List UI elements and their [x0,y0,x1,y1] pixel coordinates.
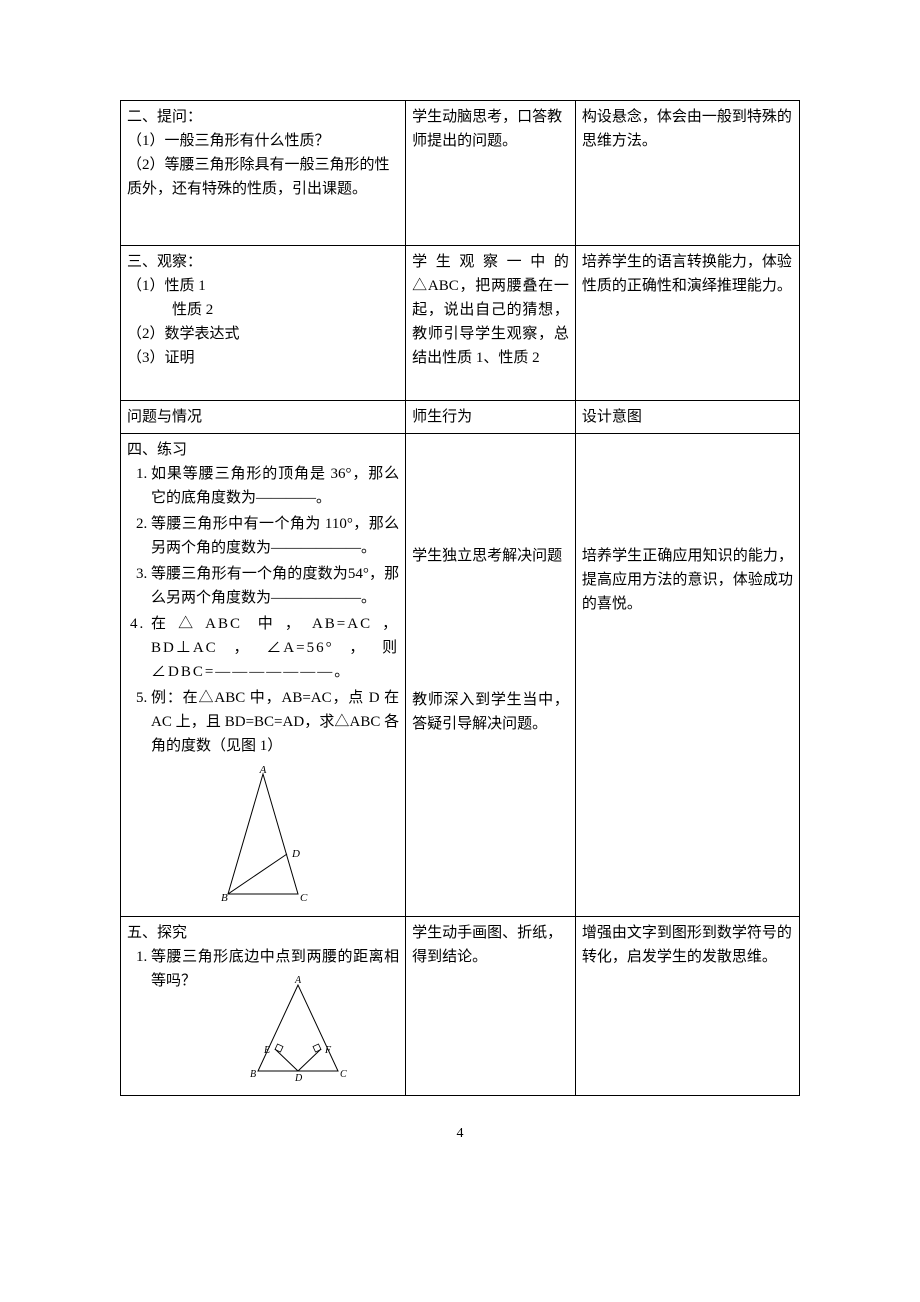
label-e: E [263,1045,270,1056]
cell-problem: 二、提问： （1）一般三角形有什么性质？ （2）等腰三角形除具有一般三角形的性质… [121,101,406,246]
label-d: D [291,848,300,860]
exercise-text: 在△ABC 中，AB=AC，BD⊥AC，∠A=56°，则∠DBC=———————… [151,616,399,680]
list-item: 在△ABC 中，AB=AC，BD⊥AC，∠A=56°，则∠DBC=———————… [151,612,399,684]
label-a: A [294,975,302,986]
document-page: 二、提问： （1）一般三角形有什么性质？ （2）等腰三角形除具有一般三角形的性质… [0,0,920,1182]
exercise-list: 如果等腰三角形的顶角是 36°，那么它的底角度数为————。 等腰三角形中有一个… [127,462,399,758]
section-title: 二、提问： [127,109,202,125]
behavior-text: 学生独立思考解决问题 [412,548,562,564]
figure-2: A B C D E F [197,973,399,1091]
intent-text: 培养学生正确应用知识的能力，提高应用方法的意识，体验成功的喜悦。 [582,544,793,616]
spacer [412,438,569,544]
cell-problem: 五、探究 等腰三角形底边中点到两腰的距离相等吗？ A B C D E F [121,917,406,1096]
cell-behavior: 学生观察一中的△ABC，把两腰叠在一起，说出自己的猜想，教师引导学生观察，总结出… [406,246,576,401]
triangle-abcdef-icon: A B C D E F [233,973,363,1083]
exercise-text: 如果等腰三角形的顶角是 36°，那么它的底角度数为————。 [151,466,399,506]
behavior-text: 教师深入到学生当中，答疑引导解决问题。 [412,688,569,736]
label-b: B [250,1069,256,1080]
cell-problem: 三、观察： （1）性质 1 性质 2 （2）数学表达式 （3）证明 [121,246,406,401]
col-header: 问题与情况 [121,401,406,434]
cell-intent: 构设悬念，体会由一般到特殊的思维方法。 [575,101,799,246]
behavior-text: 学生动手画图、折纸，得到结论。 [412,925,562,965]
table-row: 二、提问： （1）一般三角形有什么性质？ （2）等腰三角形除具有一般三角形的性质… [121,101,800,246]
list-item: 如果等腰三角形的顶角是 36°，那么它的底角度数为————。 [151,462,399,510]
spacer [582,438,793,544]
exercise-text: 等腰三角形有一个角的度数为54°，那么另两个角度数为——————。 [151,566,399,606]
list-item: 等腰三角形有一个角的度数为54°，那么另两个角度数为——————。 [151,562,399,610]
spacer [412,568,569,688]
exercise-text: 等腰三角形中有一个角为 110°，那么另两个角的度数为——————。 [151,516,399,556]
spacer [127,370,399,396]
section-title: 五、探究 [127,925,187,941]
observe-item: （2）数学表达式 [127,326,240,342]
observe-item: 性质 2 [127,298,399,322]
intent-text: 构设悬念，体会由一般到特殊的思维方法。 [582,109,792,149]
table-row: 五、探究 等腰三角形底边中点到两腰的距离相等吗？ A B C D E F [121,917,800,1096]
triangle-abc-d-icon: A B C D [203,764,323,904]
col-header: 师生行为 [406,401,576,434]
page-number: 4 [120,1126,800,1142]
exercise-text: 例：在△ABC 中，AB=AC，点 D 在 AC 上，且 BD=BC=AD，求△… [151,690,399,754]
label-d: D [294,1073,303,1083]
table-header-row: 问题与情况 师生行为 设计意图 [121,401,800,434]
lesson-table: 二、提问： （1）一般三角形有什么性质？ （2）等腰三角形除具有一般三角形的性质… [120,100,800,1096]
question-item: （2）等腰三角形除具有一般三角形的性质外，还有特殊的性质，引出课题。 [127,157,390,197]
section-title: 三、观察： [127,254,202,270]
cell-intent: 增强由文字到图形到数学符号的转化，启发学生的发散思维。 [575,917,799,1096]
observe-item: （1）性质 1 [127,278,206,294]
intent-text: 培养学生的语言转换能力，体验性质的正确性和演绎推理能力。 [582,254,792,294]
question-item: （1）一般三角形有什么性质？ [127,133,330,149]
section-title: 四、练习 [127,442,187,458]
intent-text: 增强由文字到图形到数学符号的转化，启发学生的发散思维。 [582,925,792,965]
spacer [127,201,399,241]
label-a: A [259,764,267,776]
table-row: 四、练习 如果等腰三角形的顶角是 36°，那么它的底角度数为————。 等腰三角… [121,434,800,917]
cell-behavior: 学生动脑思考，口答教师提出的问题。 [406,101,576,246]
list-item: 例：在△ABC 中，AB=AC，点 D 在 AC 上，且 BD=BC=AD，求△… [151,686,399,758]
table-row: 三、观察： （1）性质 1 性质 2 （2）数学表达式 （3）证明 学生观察一中… [121,246,800,401]
cell-intent: 培养学生正确应用知识的能力，提高应用方法的意识，体验成功的喜悦。 [575,434,799,917]
cell-behavior: 学生独立思考解决问题 教师深入到学生当中，答疑引导解决问题。 [406,434,576,917]
label-c: C [340,1069,347,1080]
cell-intent: 培养学生的语言转换能力，体验性质的正确性和演绎推理能力。 [575,246,799,401]
figure-1: A B C D [127,764,399,912]
behavior-text: 学生动脑思考，口答教师提出的问题。 [412,109,562,149]
label-f: F [324,1045,332,1056]
list-item: 等腰三角形中有一个角为 110°，那么另两个角的度数为——————。 [151,512,399,560]
behavior-text: 学生观察一中的△ABC，把两腰叠在一起，说出自己的猜想，教师引导学生观察，总结出… [412,254,569,366]
cell-problem: 四、练习 如果等腰三角形的顶角是 36°，那么它的底角度数为————。 等腰三角… [121,434,406,917]
label-c: C [300,892,308,904]
cell-behavior: 学生动手画图、折纸，得到结论。 [406,917,576,1096]
col-header: 设计意图 [575,401,799,434]
label-b: B [221,892,228,904]
observe-item: （3）证明 [127,350,195,366]
